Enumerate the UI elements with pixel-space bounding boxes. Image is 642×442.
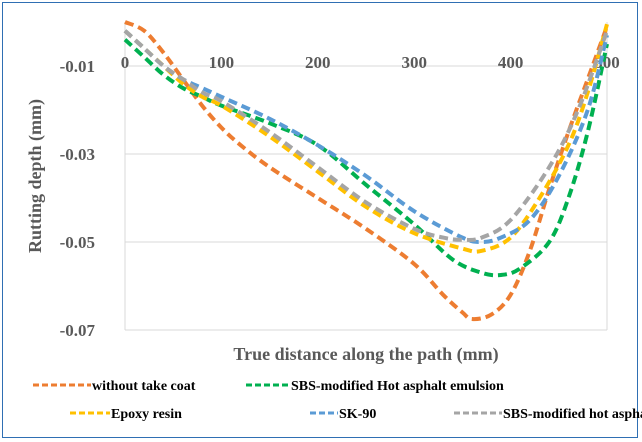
legend-label: without take coat: [92, 379, 196, 394]
legend-label: SK-90: [339, 407, 376, 422]
legend-label: SBS-modified hot asphalt: [503, 407, 642, 422]
x-tick-label: 400: [498, 53, 524, 72]
series-line-3: [123, 23, 609, 254]
series-line-1: [124, 20, 609, 322]
legend-label: SBS-modified Hot asphalt emulsion: [291, 379, 504, 394]
y-tick-label: -0.03: [60, 145, 95, 164]
x-tick-label: 100: [209, 53, 235, 72]
y-axis-title: Rutting depth (mm): [25, 99, 46, 253]
legend-label: Epoxy resin: [111, 407, 182, 422]
gridlines: [124, 22, 608, 331]
x-tick-label: 200: [305, 53, 331, 72]
x-tick-label: 300: [401, 53, 427, 72]
series-line-4: [123, 29, 609, 245]
x-axis-ticks: 0 100 200 300 400 500: [121, 53, 620, 72]
y-tick-label: -0.07: [60, 321, 96, 340]
legend: without take coat SBS-modified Hot asphal…: [33, 379, 642, 422]
y-tick-label: -0.05: [60, 233, 95, 252]
y-tick-label: -0.01: [60, 57, 95, 76]
series-line-5: [123, 29, 609, 242]
series-line-2: [123, 38, 609, 278]
y-axis-ticks: -0.01 -0.03 -0.05 -0.07: [60, 57, 96, 340]
series-lines: [123, 20, 609, 322]
x-tick-label: 0: [121, 53, 130, 72]
chart-frame: [2, 2, 638, 438]
x-axis-title: True distance along the path (mm): [233, 344, 498, 365]
